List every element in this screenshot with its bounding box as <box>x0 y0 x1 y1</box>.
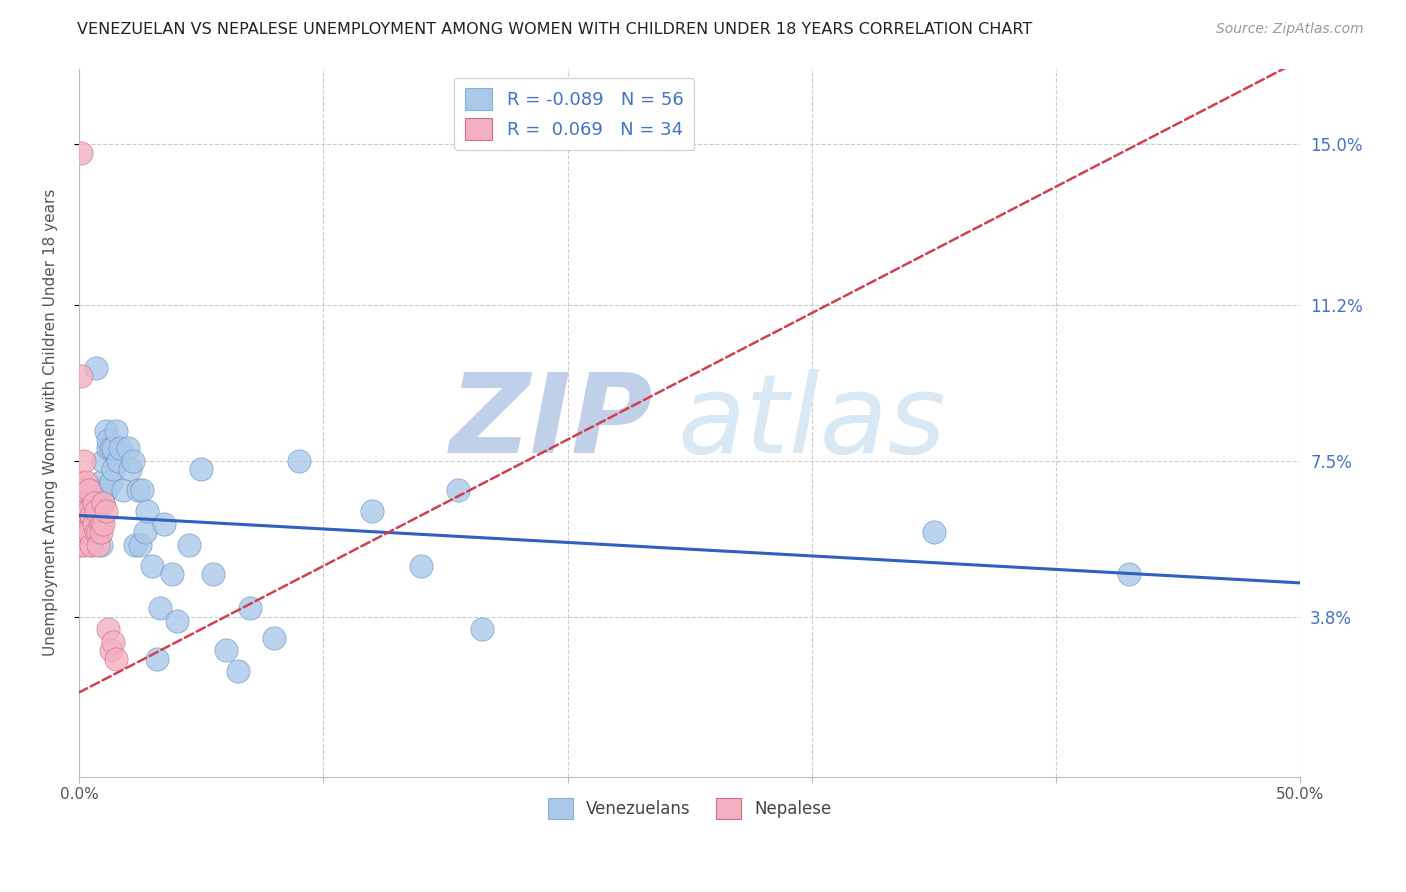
Point <box>83 496 105 510</box>
Point <box>146 652 169 666</box>
Point <box>75 525 97 540</box>
Text: VENEZUELAN VS NEPALESE UNEMPLOYMENT AMONG WOMEN WITH CHILDREN UNDER 18 YEARS COR: VENEZUELAN VS NEPALESE UNEMPLOYMENT AMON… <box>77 22 1032 37</box>
Point <box>111 483 134 498</box>
Point <box>190 462 212 476</box>
Text: atlas: atlas <box>678 369 946 476</box>
Point <box>70 538 93 552</box>
Point <box>87 483 110 498</box>
Point <box>75 475 97 489</box>
Point <box>93 496 115 510</box>
Point <box>77 525 100 540</box>
Point <box>166 614 188 628</box>
Point <box>87 538 110 552</box>
Point <box>80 538 103 552</box>
Point <box>226 665 249 679</box>
Point <box>214 643 236 657</box>
Point <box>471 622 494 636</box>
Point <box>177 538 200 552</box>
Point <box>77 483 100 498</box>
Point <box>84 504 107 518</box>
Point <box>97 441 120 455</box>
Point <box>124 538 146 552</box>
Point <box>134 525 156 540</box>
Point <box>202 567 225 582</box>
Point <box>73 496 96 510</box>
Point <box>97 433 120 447</box>
Point <box>70 508 93 523</box>
Point <box>148 601 170 615</box>
Point <box>73 483 96 498</box>
Point <box>97 622 120 636</box>
Point <box>100 475 122 489</box>
Point <box>84 525 107 540</box>
Point <box>83 516 105 531</box>
Point <box>75 504 97 518</box>
Point <box>90 516 112 531</box>
Point <box>129 538 152 552</box>
Point <box>239 601 262 615</box>
Point <box>70 475 93 489</box>
Text: ZIP: ZIP <box>450 369 652 476</box>
Point <box>101 462 124 476</box>
Point <box>104 652 127 666</box>
Point <box>75 504 97 518</box>
Point <box>93 516 115 531</box>
Point <box>101 635 124 649</box>
Point <box>90 525 112 540</box>
Point <box>70 145 93 160</box>
Point <box>160 567 183 582</box>
Point <box>73 453 96 467</box>
Point <box>153 516 176 531</box>
Point <box>100 441 122 455</box>
Point <box>77 516 100 531</box>
Point <box>80 538 103 552</box>
Point <box>75 525 97 540</box>
Point <box>94 504 117 518</box>
Point <box>121 453 143 467</box>
Point <box>288 453 311 467</box>
Point <box>94 424 117 438</box>
Point <box>84 360 107 375</box>
Point <box>1118 567 1140 582</box>
Point <box>263 631 285 645</box>
Point <box>73 538 96 552</box>
Point <box>117 441 139 455</box>
Point <box>93 496 115 510</box>
Point <box>110 441 132 455</box>
Point <box>446 483 468 498</box>
Point <box>101 441 124 455</box>
Point <box>131 483 153 498</box>
Y-axis label: Unemployment Among Women with Children Under 18 years: Unemployment Among Women with Children U… <box>44 189 58 657</box>
Point <box>104 424 127 438</box>
Point <box>136 504 159 518</box>
Point <box>361 504 384 518</box>
Point <box>83 525 105 540</box>
Point <box>87 525 110 540</box>
Point <box>83 504 105 518</box>
Point <box>141 559 163 574</box>
Point <box>80 525 103 540</box>
Point <box>73 525 96 540</box>
Point <box>100 643 122 657</box>
Point <box>94 483 117 498</box>
Point <box>127 483 149 498</box>
Point <box>93 453 115 467</box>
Point <box>80 508 103 523</box>
Point <box>922 525 945 540</box>
Point <box>77 496 100 510</box>
Point <box>77 504 100 518</box>
Point <box>107 453 129 467</box>
Point <box>90 538 112 552</box>
Point <box>409 559 432 574</box>
Point <box>70 369 93 384</box>
Point <box>87 525 110 540</box>
Legend: Venezuelans, Nepalese: Venezuelans, Nepalese <box>541 791 838 825</box>
Point <box>73 516 96 531</box>
Point <box>90 475 112 489</box>
Point <box>120 462 142 476</box>
Text: Source: ZipAtlas.com: Source: ZipAtlas.com <box>1216 22 1364 37</box>
